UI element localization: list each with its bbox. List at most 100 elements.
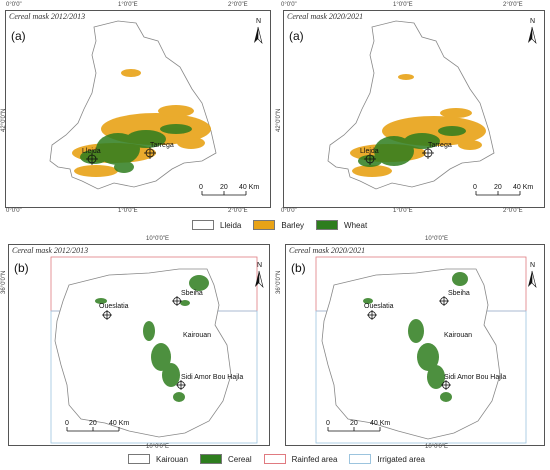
panel-kairouan-2020: 10°0'0"E Cereal mask 2020/2021 (b) Sbeih… <box>275 236 550 451</box>
city-label-sbeiha: Sbeiha <box>181 290 203 297</box>
svg-text:20: 20 <box>220 184 228 191</box>
x-tick-top: 10°0'0"E <box>425 236 449 242</box>
city-kairouan: Kairouan <box>183 332 211 339</box>
lleida-outline <box>327 20 495 190</box>
legend-swatch <box>128 454 150 464</box>
svg-text:40 Km: 40 Km <box>370 420 390 427</box>
kairouan-outline <box>54 268 232 438</box>
svg-text:20: 20 <box>494 184 502 191</box>
y-tick-left: 36°0'0"N <box>276 270 282 294</box>
svg-text:40 Km: 40 Km <box>109 420 129 427</box>
legend-swatch <box>263 454 286 464</box>
x-tick-bottom-0: 0°0'0" <box>281 208 297 214</box>
map-frame: Cereal mask 2012/2013 (b) Sbeiha <box>8 244 270 446</box>
city-sidi-amor: Sidi Amor Bou Hajla <box>441 374 506 390</box>
city-label-oueslatia: Oueslatia <box>99 303 129 310</box>
x-tick-bottom: 10°0'0"E <box>425 444 449 450</box>
legend-label: Kairouan <box>156 454 189 464</box>
legend-top: Lleida Barley Wheat <box>192 220 379 230</box>
legend-item-kairouan: Kairouan <box>128 454 188 464</box>
legend-item-barley: Barley <box>253 220 304 230</box>
kairouan-map: Sbeiha Oueslatia Kairouan Sidi Amor Bou … <box>50 256 264 444</box>
legend-swatch <box>192 220 214 230</box>
panel-title: Cereal mask 2020/2021 <box>289 246 366 255</box>
north-arrow: N <box>255 262 264 288</box>
svg-text:40 Km: 40 Km <box>239 184 259 191</box>
x-tick-top-0: 0°0'0" <box>281 2 297 8</box>
svg-text:0: 0 <box>65 420 69 427</box>
x-tick-top-2: 2°0'0"E <box>228 2 248 8</box>
panel-label: (a) <box>289 29 304 43</box>
panel-kairouan-2012: 10°0'0"E Cereal mask 2012/2013 (b) Sbeih… <box>0 236 275 451</box>
x-tick-bottom-0: 0°0'0" <box>6 208 22 214</box>
city-tarrega: Tarrega <box>422 142 452 159</box>
legend-item-wheat: Wheat <box>316 220 367 230</box>
panel-label: (a) <box>11 29 26 43</box>
y-tick-left: 36°0'0"N <box>1 270 7 294</box>
svg-text:40 Km: 40 Km <box>513 184 533 191</box>
x-tick-top-1: 1°0'0"E <box>393 2 413 8</box>
panel-lleida-2012: 0°0'0" 1°0'0"E 2°0'0"E Cereal mask 2012/… <box>0 0 275 225</box>
panel-label: (b) <box>291 261 306 275</box>
north-arrow: N <box>528 262 537 288</box>
city-oueslatia: Oueslatia <box>99 303 129 320</box>
scale-bar: 0 20 40 Km <box>326 420 390 432</box>
wheat-patches <box>358 126 466 167</box>
city-label-tarrega: Tarrega <box>150 142 174 149</box>
panel-label: (b) <box>14 261 29 275</box>
map-frame: Cereal mask 2020/2021 (b) Sbeiha <box>285 244 545 446</box>
city-sbeiha: Sbeiha <box>172 290 203 306</box>
kairouan-map: Sbeiha Oueslatia Kairouan Sidi Amor Bou … <box>315 256 537 444</box>
city-tarrega: Tarrega <box>144 142 174 159</box>
legend-label: Wheat <box>344 220 368 230</box>
x-tick-bottom-2: 2°0'0"E <box>503 208 523 214</box>
svg-text:0: 0 <box>326 420 330 427</box>
lleida-map: Lleida Tarrega N 0 20 40 Km <box>327 18 537 196</box>
legend-swatch <box>316 220 339 230</box>
y-tick-left: 42°0'0"N <box>1 108 7 132</box>
panel-title: Cereal mask 2012/2013 <box>12 246 89 255</box>
legend-swatch <box>349 454 372 464</box>
legend-bottom: Kairouan Cereal Rainfed area Irrigated a… <box>128 454 437 464</box>
legend-item-lleida: Lleida <box>192 220 241 230</box>
svg-text:N: N <box>256 18 261 25</box>
panel-lleida-2020: 0°0'0" 1°0'0"E 2°0'0"E Cereal mask 2020/… <box>275 0 550 225</box>
city-lleida: Lleida <box>82 148 101 165</box>
city-label-sbeiha: Sbeiha <box>448 290 470 297</box>
city-sbeiha: Sbeiha <box>439 290 470 306</box>
city-label-lleida: Lleida <box>360 148 379 155</box>
scale-bar: 0 20 40 Km <box>199 184 259 196</box>
city-label-sidi-amor: Sidi Amor Bou Hajla <box>444 374 506 381</box>
panel-title: Cereal mask 2020/2021 <box>287 12 364 21</box>
legend-item-irrigated: Irrigated area <box>349 454 425 464</box>
map-frame: Cereal mask 2020/2021 (a) <box>283 10 545 208</box>
svg-text:20: 20 <box>350 420 358 427</box>
city-oueslatia: Oueslatia <box>364 303 394 320</box>
city-label-tarrega: Tarrega <box>428 142 452 149</box>
x-tick-top-0: 0°0'0" <box>6 2 22 8</box>
x-tick-top-1: 1°0'0"E <box>118 2 138 8</box>
north-arrow: N <box>254 18 263 44</box>
city-label-lleida: Lleida <box>82 148 101 155</box>
legend-label: Irrigated area <box>377 454 426 464</box>
legend-swatch <box>200 454 223 464</box>
map-frame: Cereal mask 2012/2013 (a) <box>5 10 271 208</box>
legend-label: Rainfed area <box>291 454 338 464</box>
x-tick-top-2: 2°0'0"E <box>503 2 523 8</box>
scale-bar: 0 20 40 Km <box>473 184 533 196</box>
legend-swatch <box>253 220 276 230</box>
panel-title: Cereal mask 2012/2013 <box>9 12 86 21</box>
city-label-kairouan: Kairouan <box>183 332 211 339</box>
legend-item-cereal: Cereal <box>200 454 252 464</box>
svg-text:N: N <box>530 262 535 269</box>
kairouan-outline <box>321 268 501 440</box>
x-tick-bottom-2: 2°0'0"E <box>228 208 248 214</box>
city-kairouan: Kairouan <box>444 332 472 339</box>
svg-text:N: N <box>257 262 262 269</box>
city-label-kairouan: Kairouan <box>444 332 472 339</box>
svg-text:0: 0 <box>473 184 477 191</box>
y-tick-left: 42°0'0"N <box>276 108 282 132</box>
x-tick-top: 10°0'0"E <box>146 236 170 242</box>
scale-bar: 0 20 40 Km <box>65 420 129 432</box>
x-tick-bottom-1: 1°0'0"E <box>118 208 138 214</box>
